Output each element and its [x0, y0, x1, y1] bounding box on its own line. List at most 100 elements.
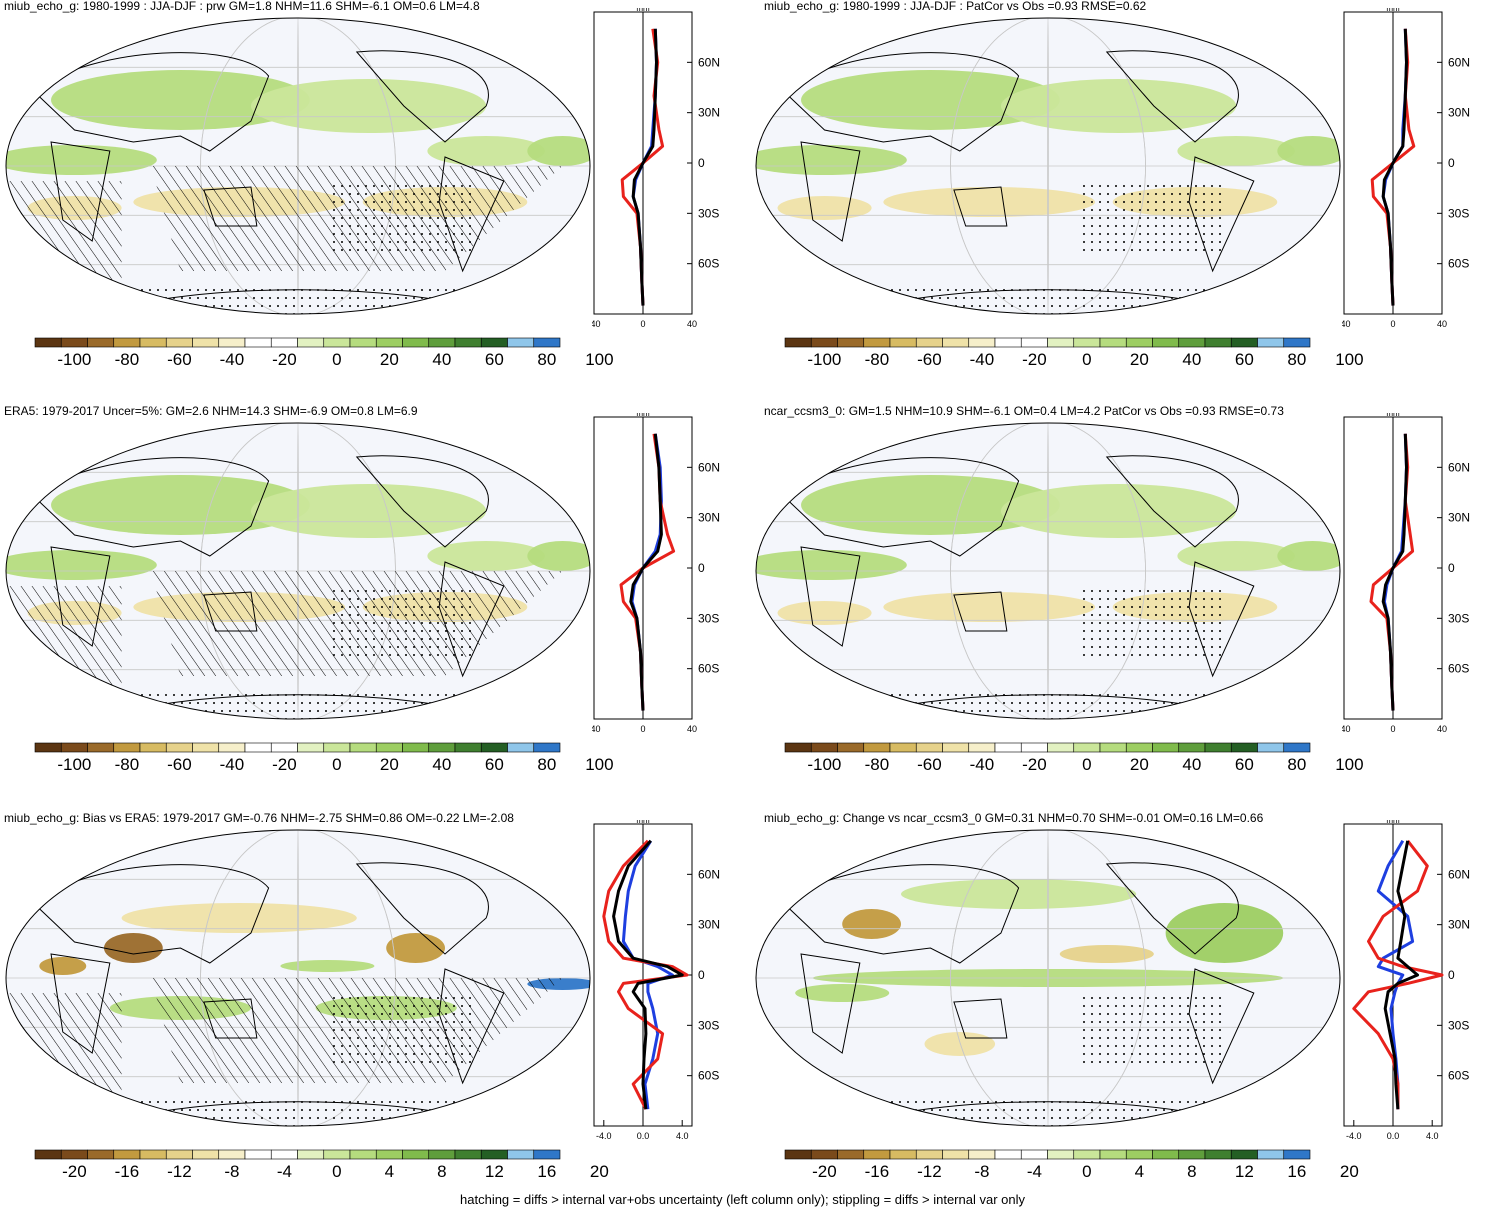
colorbar-segment: [968, 742, 996, 753]
stippling-region: [327, 586, 475, 661]
zonal-mean-plot: mm -40 0 40 60N 30N 0 30S 60S: [1342, 413, 1470, 734]
stippling-region: [327, 181, 475, 256]
colorbar-segment: [915, 742, 943, 753]
hatching-region: [6, 993, 122, 1126]
colorbar-segment: [218, 742, 246, 753]
coastline: [50, 546, 111, 647]
x-tick-label: 0.0: [637, 1131, 650, 1141]
blue-series-line: [1376, 840, 1415, 1110]
colorbar-segment: [1230, 1149, 1258, 1160]
colorbar-label: -20: [1022, 755, 1047, 774]
colorbar-segment: [889, 1149, 917, 1160]
field-contour: [777, 196, 872, 220]
panel-title: miub_echo_g: 1980-1999 : JJA-DJF : prw G…: [4, 0, 480, 13]
zonal-mean-plot: mm -4.0 0.0 4.0 60N 30N 0 30S 60S: [1343, 820, 1470, 1141]
colorbar-label: -80: [864, 755, 890, 774]
colorbar-segment: [1099, 742, 1127, 753]
graticule-line: [1047, 423, 1049, 719]
field-contour: [51, 475, 310, 535]
field-contour: [756, 550, 907, 580]
y-tick-label: 30N: [698, 106, 720, 120]
graticule-line: [950, 423, 1146, 719]
colorbar-label: -60: [917, 755, 942, 774]
colorbar-segment: [837, 742, 865, 753]
figure-footnote: hatching = diffs > internal var+obs unce…: [460, 1192, 1025, 1207]
colorbar-segment: [87, 742, 115, 753]
colorbar-label: 20: [379, 755, 399, 774]
y-tick-label: 30N: [698, 918, 720, 932]
colorbar-segment: [349, 742, 377, 753]
colorbar-segment: [863, 337, 891, 348]
field-contour: [6, 145, 157, 175]
colorbar-segment: [60, 337, 88, 348]
y-tick-label: 30N: [698, 511, 720, 525]
colorbar-segment: [402, 742, 430, 753]
colorbar-segment: [784, 1149, 812, 1160]
stippling-region: [92, 691, 504, 719]
colorbar-label: -100: [807, 350, 842, 369]
y-tick-label: 0: [1448, 968, 1455, 982]
coastline: [800, 546, 861, 647]
colorbar-segment: [375, 337, 403, 348]
coastline: [900, 694, 1196, 707]
colorbar-segment: [1125, 1149, 1153, 1160]
world-map: [755, 17, 1341, 315]
colorbar-segment: [139, 742, 167, 753]
coastline: [800, 953, 861, 1054]
panel-title: miub_echo_g: Change vs ncar_ccsm3_0 GM=0…: [764, 811, 1264, 825]
colorbar-label: 60: [484, 350, 504, 369]
colorbar-segment: [349, 337, 377, 348]
colorbar-label: -20: [272, 350, 297, 369]
coastline: [355, 50, 489, 143]
colorbar-segment: [192, 742, 220, 753]
colorbar-segment: [1125, 337, 1153, 348]
colorbar-segment: [60, 742, 88, 753]
y-tick-label: 60N: [1448, 460, 1470, 474]
graticule-line: [950, 830, 1146, 1126]
colorbar-label: -40: [219, 350, 245, 369]
colorbar-segment: [60, 1149, 88, 1160]
colorbar-segment: [454, 742, 482, 753]
colorbar-segment: [1257, 742, 1285, 753]
colorbar-segment: [165, 1149, 193, 1160]
coastline: [150, 1101, 446, 1114]
colorbar-segment: [192, 1149, 220, 1160]
x-tick-label: -40: [1342, 724, 1351, 734]
coastline: [953, 591, 1008, 632]
colorbar-segment: [297, 1149, 325, 1160]
coastline: [203, 591, 258, 632]
colorbar-segment: [1073, 742, 1101, 753]
field-contour: [1059, 945, 1154, 963]
colorbar-segment: [1047, 337, 1075, 348]
colorbar-label: -80: [114, 350, 140, 369]
black-series-line: [612, 839, 684, 1110]
black-series-line: [1383, 840, 1419, 1110]
x-tick-label: -4.0: [1346, 1131, 1362, 1141]
coastline: [355, 862, 489, 955]
coastline: [355, 455, 489, 548]
colorbar-segment: [1230, 337, 1258, 348]
field-contour: [1177, 136, 1295, 166]
stippling-region: [1077, 586, 1225, 661]
colorbar-segment: [1283, 1149, 1311, 1160]
colorbar-label: 80: [1287, 350, 1307, 369]
colorbar-label: -20: [62, 1162, 87, 1181]
colorbar-segment: [1020, 742, 1048, 753]
colorbar-label: -4: [1026, 1162, 1042, 1181]
y-tick-label: 60S: [1448, 257, 1469, 271]
colorbar-label: -12: [167, 1162, 192, 1181]
graticule-line: [1047, 18, 1049, 314]
field-contour: [121, 903, 357, 933]
y-tick-label: 0: [698, 968, 705, 982]
colorbar-label: 40: [1182, 350, 1202, 369]
colorbar-segment: [428, 337, 456, 348]
coastline: [150, 694, 446, 707]
colorbar-label: 100: [1335, 350, 1364, 369]
black-series-line: [1381, 28, 1408, 306]
colorbar-segment: [1257, 1149, 1285, 1160]
colorbar-segment: [533, 1149, 561, 1160]
y-tick-label: 0: [698, 561, 705, 575]
field-contour: [801, 475, 1060, 535]
colorbar-label: 60: [484, 755, 504, 774]
colorbar-label: 20: [1339, 1162, 1359, 1181]
